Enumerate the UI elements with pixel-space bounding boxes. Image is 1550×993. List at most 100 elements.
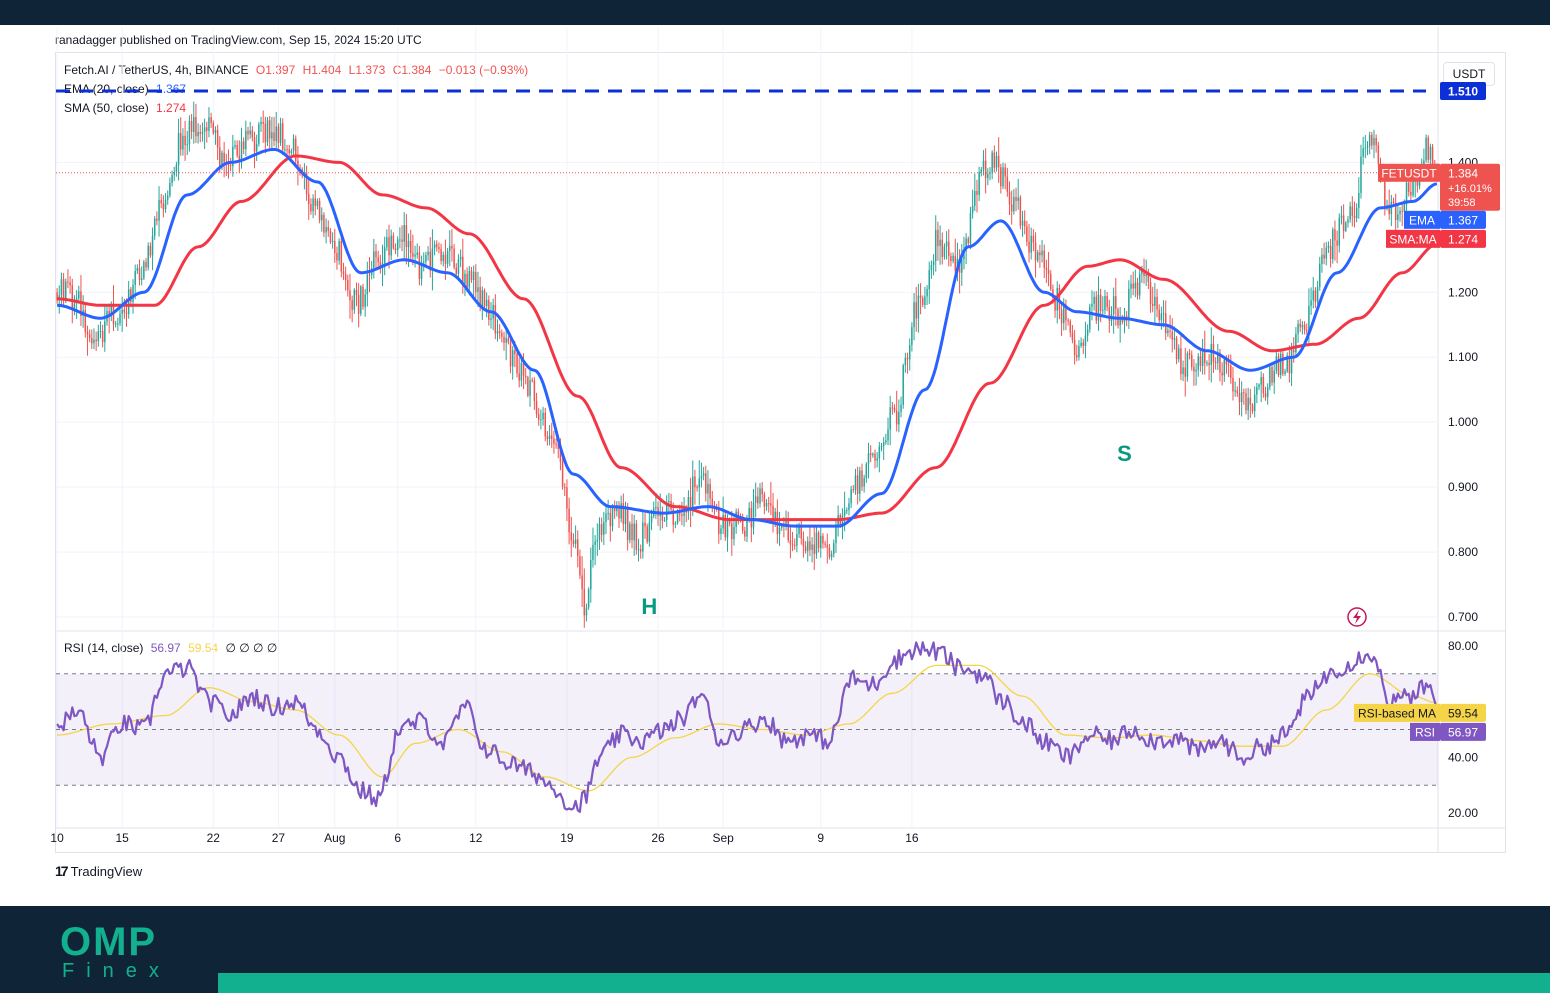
rsi-ma-value-tag [1440,703,1486,722]
candle-body [1171,331,1173,340]
candle-body [377,257,379,263]
candle-body [127,289,130,314]
candle-body [689,496,692,509]
candle-body [813,544,816,554]
candle-body [464,273,466,284]
candle-body [639,549,642,552]
candle-body [1028,241,1030,253]
candle-body [529,380,531,396]
footer-stripe [218,973,1550,993]
candle-body [939,239,941,246]
candle-body [835,526,837,544]
candle-body [193,116,195,132]
candle-body [1002,167,1004,187]
candle-body [125,312,128,314]
candle-body [722,514,724,529]
candle-body [232,146,234,167]
candle-body [906,357,909,360]
candle-body [1425,137,1427,161]
candle-body [613,506,616,512]
candle-body [281,123,284,150]
candle-body [1071,332,1074,340]
tradingview-logo: 17 TradingView [55,863,142,879]
candle-body [555,443,557,445]
candle-body [631,523,633,541]
candle-body [412,253,414,257]
candle-body [1128,288,1130,319]
last-price-tag [1440,163,1500,211]
candle-body [258,124,260,144]
candle-body [872,453,874,456]
rsi-legend-value: 56.97 [150,641,181,655]
candle-body [253,137,256,152]
candle-body [804,546,807,552]
candle-body [95,339,97,342]
candle-body [229,165,232,167]
candle-body [572,540,575,544]
ema-legend-value: 1.367 [156,82,187,96]
candle-body [351,300,353,310]
candle-body [501,333,503,337]
candle-body [566,487,568,509]
candle-body [290,151,293,154]
candle-body [114,323,117,325]
time-tick-label: 10 [50,831,64,845]
candle-body [598,524,601,540]
candle-body [455,267,458,274]
candle-body [1115,296,1117,310]
candle-body [1332,229,1334,259]
candle-body [705,473,707,494]
candle-body [550,435,553,439]
candle-body [325,227,327,233]
candle-body [264,123,267,143]
ema-tag [1404,210,1440,229]
candle-body [362,286,364,307]
time-tick-label: 26 [651,831,665,845]
candle-body [130,289,132,302]
candle-body [442,254,445,262]
candle-body [570,532,573,541]
candle-body [175,165,178,172]
candle-body [1266,387,1269,398]
candle-body [195,116,197,137]
candle-body [1405,182,1408,205]
sma-value-tag [1440,229,1486,248]
candle-body [1275,356,1278,371]
candle-body [151,235,154,256]
candle-body [1217,352,1219,364]
candle-body [321,214,323,221]
candle-body [1286,355,1288,372]
candle-body [869,453,872,456]
candle-body [650,515,653,523]
time-tick-label: 12 [469,831,483,845]
candle-body [1338,217,1341,246]
candle-body [396,239,399,251]
candle-body [993,152,996,168]
candle-body [987,173,989,179]
rsi-tag [1410,722,1440,741]
candle-body [577,539,579,557]
candle-body [407,240,410,248]
candle-body [143,261,145,279]
candle-body [1236,390,1239,394]
candle-body [948,241,950,256]
candle-body [1364,147,1367,149]
candle-body [78,291,80,299]
candle-body [240,141,243,163]
candle-body [349,290,351,301]
candle-body [71,285,74,310]
candle-body [796,534,798,546]
candle-body [600,524,603,535]
candle-body [110,306,113,315]
candle-body [527,377,529,396]
candle-body [633,523,635,541]
change-value: −0.013 (−0.93%) [438,63,529,77]
candle-body [891,407,894,409]
candle-body [681,514,683,516]
candles [56,101,1438,628]
candle-body [409,240,412,254]
candle-body [1091,303,1093,307]
symbol-tag [1378,163,1440,182]
candle-body [854,475,857,491]
candle-body [242,141,245,150]
